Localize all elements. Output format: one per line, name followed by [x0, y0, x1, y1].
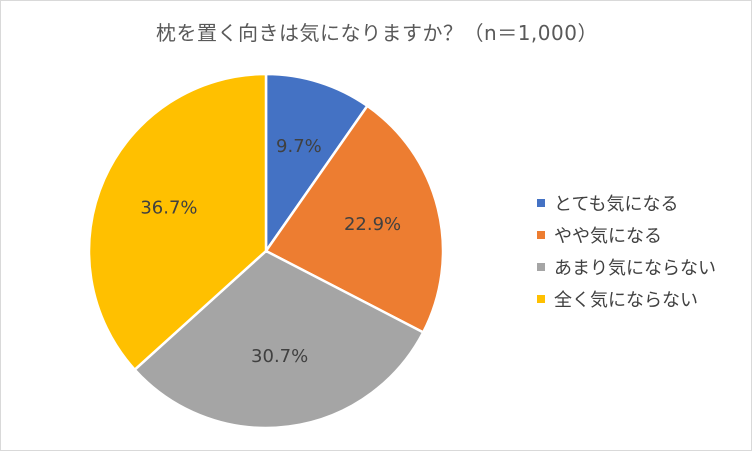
slice-data-label: 9.7% [276, 136, 322, 157]
slice-data-label: 36.7% [140, 197, 197, 218]
pie-slice [87, 72, 268, 371]
legend-label: あまり気にならない [554, 258, 716, 279]
legend: とても気になる やや気になる あまり気にならない 全く気にならない [537, 187, 716, 315]
legend-swatch [537, 295, 545, 303]
pie-slice [264, 104, 445, 334]
chart-title: 枕を置く向きは気になりますか？（n＝1,000） [156, 21, 598, 45]
pie-slice [264, 72, 369, 253]
legend-swatch [537, 263, 545, 271]
slice-data-label: 30.7% [251, 346, 308, 367]
legend-item: あまり気にならない [537, 251, 716, 283]
legend-item: 全く気にならない [537, 283, 716, 315]
legend-swatch [537, 199, 545, 207]
legend-swatch [537, 231, 545, 239]
pie-slice [133, 249, 425, 430]
slice-data-label: 22.9% [344, 214, 401, 235]
legend-label: 全く気にならない [554, 290, 698, 311]
legend-label: とても気になる [554, 194, 679, 215]
legend-label: やや気になる [554, 226, 662, 247]
legend-item: とても気になる [537, 187, 716, 219]
legend-item: やや気になる [537, 219, 716, 251]
